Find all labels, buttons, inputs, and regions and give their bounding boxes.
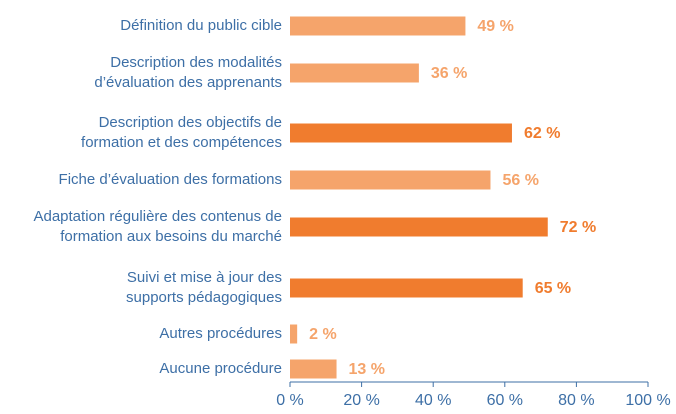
value-label: 2 % [309, 326, 337, 343]
value-label: 65 % [535, 280, 571, 297]
bar [290, 170, 491, 190]
category-label: Description des objectifs de formation e… [81, 114, 282, 151]
x-tick-label: 40 % [415, 392, 451, 409]
x-tick-label: 20 % [343, 392, 379, 409]
category-label: Définition du public cible [120, 17, 282, 34]
category-label: Fiche d’évaluation des formations [58, 171, 282, 188]
value-label: 72 % [560, 219, 596, 236]
bar [290, 324, 298, 344]
bar [290, 123, 512, 143]
x-tick-label: 100 % [625, 392, 670, 409]
bar [290, 16, 466, 36]
value-label: 49 % [477, 18, 513, 35]
bar [290, 63, 419, 83]
bar [290, 359, 337, 379]
category-label: Aucune procédure [159, 360, 282, 377]
x-tick-label: 80 % [558, 392, 594, 409]
category-label: Suivi et mise à jour des supports pédago… [126, 269, 282, 306]
x-tick-label: 0 % [276, 392, 304, 409]
bar [290, 278, 523, 298]
value-label: 36 % [431, 65, 467, 82]
x-tick-label: 60 % [487, 392, 523, 409]
value-label: 13 % [349, 361, 385, 378]
value-label: 62 % [524, 125, 560, 142]
category-label: Adaptation régulière des contenus de for… [33, 208, 282, 245]
category-label: Description des modalités d’évaluation d… [94, 54, 282, 91]
value-label: 56 % [502, 172, 538, 189]
category-label: Autres procédures [159, 325, 282, 342]
bar [290, 217, 548, 237]
